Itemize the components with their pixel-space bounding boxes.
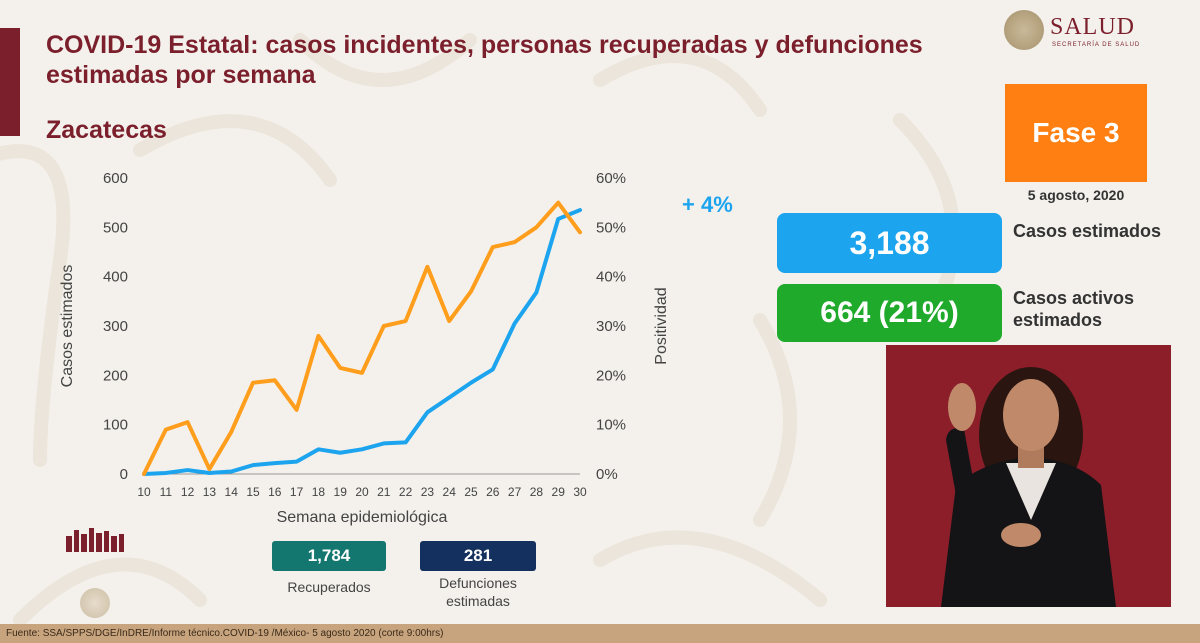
x-tick-label: 20 xyxy=(355,485,369,499)
phase-badge: Fase 3 xyxy=(1005,84,1147,182)
x-tick-label: 21 xyxy=(377,485,391,499)
estimated-cases-label: Casos estimados xyxy=(1013,221,1162,241)
recovered-label: Recuperados xyxy=(287,579,371,595)
y-tick-label: 100 xyxy=(103,417,128,434)
weekly-cases-chart: 0 100 200 300 400 500 600 0% 10% 20% 30% 40% 50% 60% 1… xyxy=(59,170,670,526)
x-tick-label: 24 xyxy=(443,485,457,499)
x-tick-label: 16 xyxy=(268,485,282,499)
cases-series-line xyxy=(142,208,582,476)
y2-axis-title: Positividad xyxy=(653,287,670,364)
active-cases-label: Casos activos estimados xyxy=(1013,288,1135,330)
y2-tick-label: 20% xyxy=(596,367,626,384)
x-tick-label: 23 xyxy=(421,485,435,499)
y-tick-label: 300 xyxy=(103,318,128,335)
positivity-change: + 4% xyxy=(682,192,733,217)
x-tick-label: 19 xyxy=(334,485,348,499)
y-tick-label: 200 xyxy=(103,367,128,384)
deaths-label: Defunciones estimadas xyxy=(439,575,517,609)
x-tick-label: 30 xyxy=(573,485,587,499)
interpreter-figure xyxy=(941,367,1116,607)
y2-tick-label: 30% xyxy=(596,318,626,335)
report-date: 5 agosto, 2020 xyxy=(1027,187,1125,203)
logo-text: SALUD xyxy=(1050,14,1136,40)
y2-tick-label: 0% xyxy=(596,466,618,483)
y2-tick-label: 10% xyxy=(596,417,626,434)
page-title: COVID-19 Estatal: casos incidentes, pers… xyxy=(46,31,923,89)
x-tick-label: 27 xyxy=(508,485,522,499)
y2-tick-label: 50% xyxy=(596,219,626,236)
x-axis-title: Semana epidemiológica xyxy=(277,509,448,526)
sign-language-interpreter-video xyxy=(886,345,1171,607)
state-name: Zacatecas xyxy=(46,116,167,144)
x-tick-label: 14 xyxy=(225,485,239,499)
x-tick-label: 17 xyxy=(290,485,304,499)
x-tick-label: 11 xyxy=(160,485,173,499)
logo-subtext: SECRETARÍA DE SALUD xyxy=(1052,42,1141,48)
recovered-value: 1,784 xyxy=(272,541,386,571)
y-tick-label: 600 xyxy=(103,170,128,187)
x-tick-label: 13 xyxy=(203,485,217,499)
y2-tick-label: 40% xyxy=(596,269,626,286)
x-tick-label: 12 xyxy=(181,485,195,499)
x-tick-label: 28 xyxy=(530,485,544,499)
government-seal-icon xyxy=(1004,10,1044,50)
y-tick-label: 500 xyxy=(103,219,128,236)
event-logo-icon xyxy=(66,528,124,552)
x-tick-label: 29 xyxy=(552,485,566,499)
y-axis-title: Casos estimados xyxy=(59,265,76,388)
source-footer: Fuente: SSA/SPPS/DGE/InDRE/Informe técni… xyxy=(0,624,1200,643)
positivity-series-line xyxy=(142,200,582,476)
y2-tick-label: 60% xyxy=(596,170,626,187)
active-cases-value: 664 (21%) xyxy=(777,284,1002,342)
y-tick-label: 400 xyxy=(103,269,128,286)
title-accent-bar xyxy=(0,28,20,136)
estimated-cases-value: 3,188 xyxy=(777,213,1002,273)
x-tick-label: 18 xyxy=(312,485,326,499)
x-tick-label: 15 xyxy=(246,485,260,499)
x-tick-label: 22 xyxy=(399,485,413,499)
x-tick-label: 10 xyxy=(137,485,151,499)
x-tick-label: 26 xyxy=(486,485,500,499)
seal-watermark-icon xyxy=(80,588,110,618)
salud-logo: SALUD SECRETARÍA DE SALUD xyxy=(1004,10,1164,54)
x-tick-label: 25 xyxy=(464,485,478,499)
deaths-value: 281 xyxy=(420,541,536,571)
y-tick-label: 0 xyxy=(120,466,128,483)
